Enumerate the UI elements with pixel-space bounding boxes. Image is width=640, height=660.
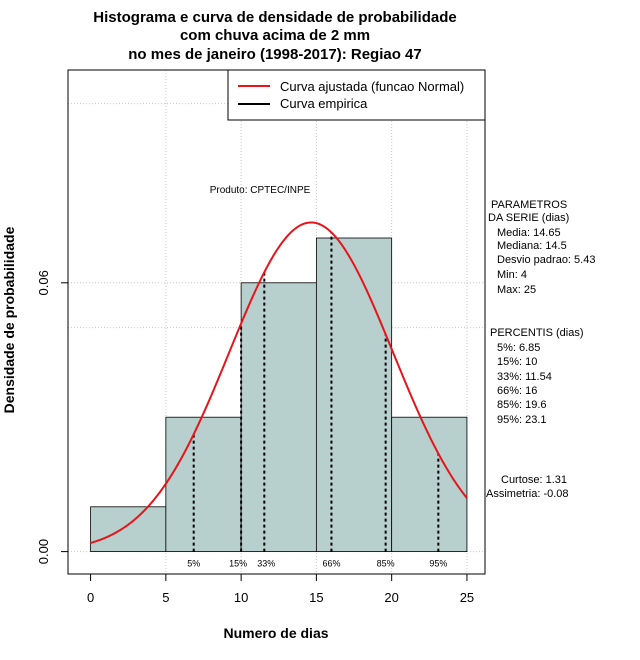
y-axis-label: Densidade de probabilidade (1, 226, 17, 413)
parameters-title-1: PARAMETROS (491, 199, 567, 211)
histogram-bar (391, 416, 468, 553)
histogram-bar (165, 416, 242, 553)
chart-title-line-2: com chuva acima de 2 mm (180, 27, 370, 44)
percentile-95: 95%: 23.1 (497, 414, 547, 426)
param-mean: Media: 14.65 (497, 227, 561, 239)
param-median: Mediana: 14.5 (497, 240, 567, 252)
y-tick-label: 0.00 (36, 539, 51, 564)
x-tick-label: 20 (384, 590, 398, 605)
histogram-bar (240, 282, 317, 552)
percentile-33: 33%: 11.54 (497, 371, 552, 383)
param-max: Max: 25 (497, 284, 536, 296)
percentile-line-label: 95% (429, 559, 447, 569)
percentile-line-label: 33% (257, 559, 275, 569)
fitted-curve (90, 221, 468, 544)
x-axis-label: Numero de dias (223, 625, 328, 641)
legend-label-empirical: Curva empirica (280, 96, 368, 111)
chart-title-line-1: Histograma e curva de densidade de proba… (93, 9, 456, 26)
param-sd: Desvio padrao: 5.43 (497, 254, 595, 266)
histogram-bars (90, 237, 468, 553)
x-tick-label: 25 (460, 590, 474, 605)
percentile-66: 66%: 16 (497, 385, 537, 397)
chart-title-line-3: no mes de janeiro (1998-2017): Regiao 47 (128, 46, 421, 63)
percentile-line-label: 85% (377, 559, 395, 569)
percentile-line-label: 15% (229, 559, 247, 569)
percentile-line-label: 66% (322, 559, 340, 569)
percentile-15: 15%: 10 (497, 356, 537, 368)
x-tick-label: 15 (309, 590, 323, 605)
histogram-bar (90, 506, 167, 552)
percentile-line-label: 5% (187, 559, 200, 569)
percentiles-panel: PERCENTIS (dias) 5%: 6.85 15%: 10 33%: 1… (490, 327, 584, 426)
x-tick-label: 5 (162, 590, 169, 605)
parameters-title-2: DA SERIE (dias) (488, 212, 569, 224)
normal-fit-curve (90, 221, 468, 544)
legend-label-fit: Curva ajustada (funcao Normal) (280, 79, 464, 94)
param-min: Min: 4 (497, 269, 527, 281)
parameters-panel: PARAMETROS DA SERIE (dias) Media: 14.65 … (488, 199, 595, 296)
histogram-bar (315, 237, 393, 553)
product-annotation: Produto: CPTEC/INPE (210, 185, 311, 196)
x-tick-label: 10 (234, 590, 248, 605)
legend: Curva ajustada (funcao Normal) Curva emp… (227, 69, 486, 121)
percentiles-title: PERCENTIS (dias) (490, 327, 584, 339)
percentile-85: 85%: 19.6 (497, 399, 547, 411)
percentile-5: 5%: 6.85 (497, 342, 540, 354)
axes: 0 5 10 15 20 25 0.00 0.06 (36, 270, 474, 605)
stat-kurtosis: Curtose: 1.31 (501, 474, 567, 486)
percentile-lines: 5% 15% 33% 66% 85% 95% (187, 232, 447, 569)
x-tick-label: 0 (87, 590, 94, 605)
y-tick-label: 0.06 (36, 270, 51, 295)
stat-skewness: Assimetria: -0.08 (486, 488, 569, 500)
legend-box (227, 69, 486, 121)
